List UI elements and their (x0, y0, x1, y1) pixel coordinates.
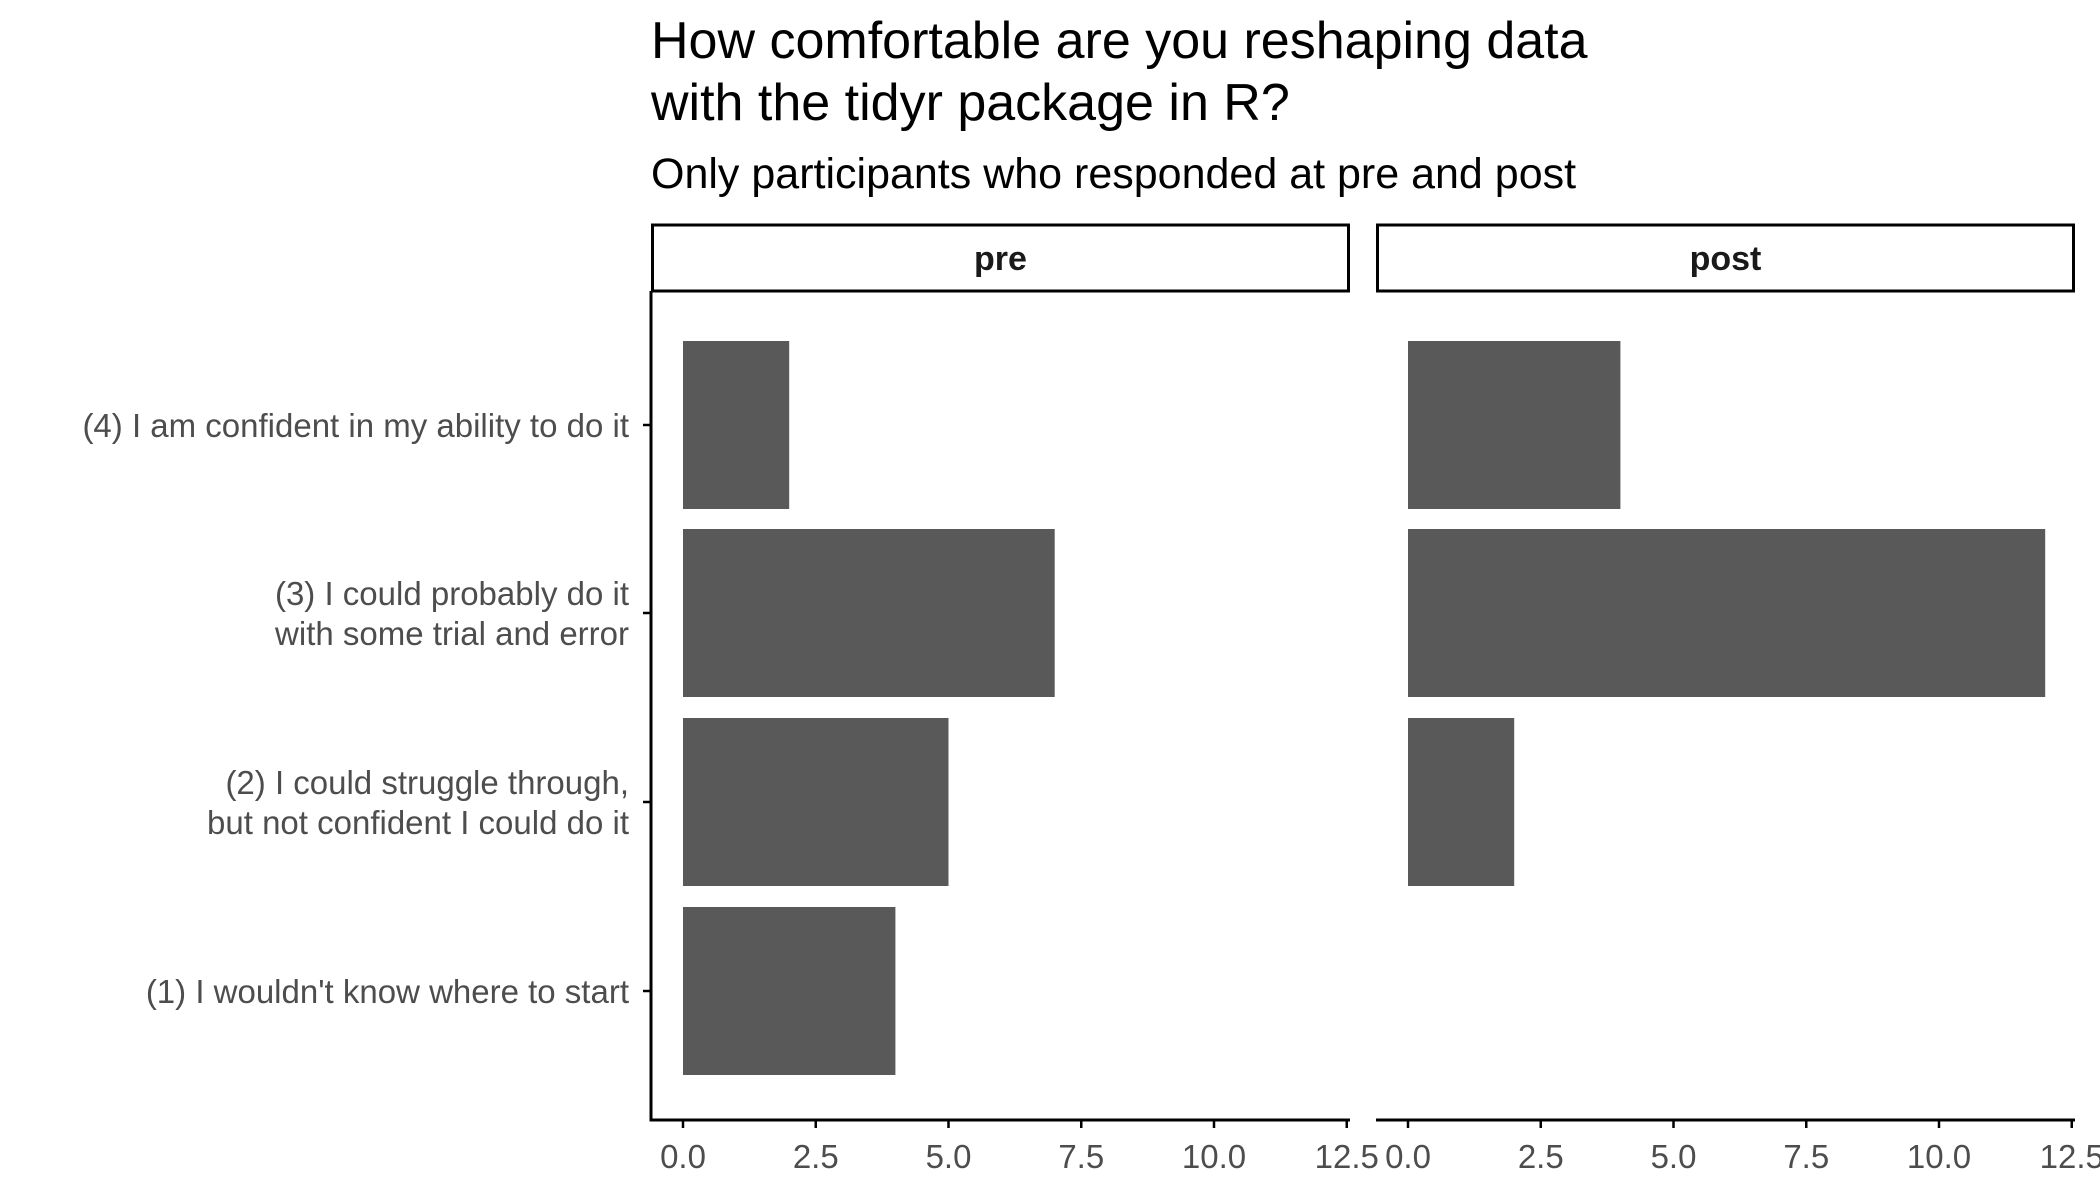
x-tick-label: 5.0 (1651, 1138, 1697, 1175)
x-tick-label: 0.0 (660, 1138, 706, 1175)
y-tick-label: (2) I could struggle through, (225, 764, 629, 801)
bar (683, 718, 949, 886)
y-axis: (4) I am confident in my ability to do i… (82, 291, 653, 1122)
chart-title-line-2: with the tidyr package in R? (650, 74, 1290, 132)
x-tick-label: 10.0 (1182, 1138, 1246, 1175)
bar (1408, 529, 2046, 697)
panel-pre: pre 0.0 2.5 5.0 7.5 10.0 12.5 (651, 223, 1379, 1175)
bar (683, 529, 1055, 697)
x-tick-label: 0.0 (1385, 1138, 1431, 1175)
x-tick-label: 5.0 (926, 1138, 972, 1175)
chart-subtitle: Only participants who responded at pre a… (651, 150, 1576, 198)
strip-box-post (1376, 223, 2075, 293)
panels-group: pre 0.0 2.5 5.0 7.5 10.0 12.5 post 0.0 2.5 5.0 7.5 1… (651, 223, 2100, 1175)
y-tick-label: (3) I could probably do it (275, 575, 629, 612)
bar (683, 907, 896, 1075)
y-tick-label: (4) I am confident in my ability to do i… (82, 407, 629, 444)
chart-title-line-1: How comfortable are you reshaping data (651, 12, 1588, 70)
x-tick-label: 7.5 (1058, 1138, 1104, 1175)
bar (1408, 341, 1621, 509)
panel-post: post 0.0 2.5 5.0 7.5 10.0 12.5 (1376, 223, 2100, 1175)
strip-label-pre: pre (974, 240, 1027, 278)
y-tick-label: with some trial and error (274, 615, 629, 652)
x-tick-label: 12.5 (2040, 1138, 2100, 1175)
strip-label-post: post (1690, 240, 1762, 278)
y-tick-label: (1) I wouldn't know where to start (146, 973, 629, 1010)
x-tick-label: 2.5 (1518, 1138, 1564, 1175)
x-tick-label: 10.0 (1907, 1138, 1971, 1175)
y-tick-label: but not confident I could do it (207, 804, 629, 841)
x-tick-label: 7.5 (1783, 1138, 1829, 1175)
x-tick-label: 12.5 (1315, 1138, 1379, 1175)
bar (1408, 718, 1515, 886)
bar (683, 341, 790, 509)
title-group: How comfortable are you reshaping data w… (650, 12, 1588, 198)
strip-box-pre (651, 223, 1350, 293)
x-tick-label: 2.5 (793, 1138, 839, 1175)
